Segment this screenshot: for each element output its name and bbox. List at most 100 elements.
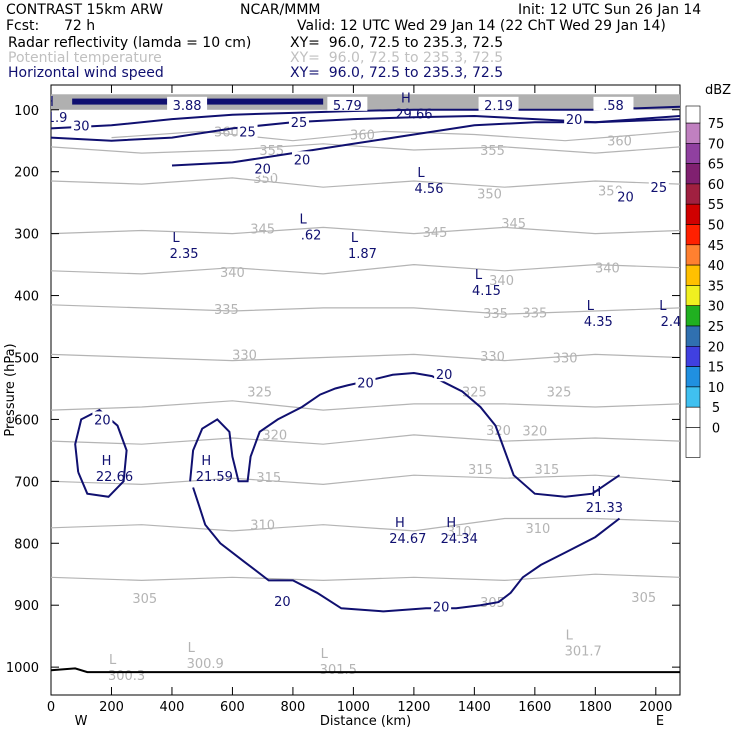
wind-label-bg [288,114,309,130]
model-title: CONTRAST 15km ARW [6,2,164,18]
wind-label-bg [237,123,258,139]
theta-contour-label: 320 [262,428,287,443]
wind-label-bg [615,188,636,204]
colorbar-swatch [685,325,701,347]
high-low-value: 29.66 [395,108,432,123]
theta-contour-label: 305 [631,591,656,606]
west-label: W [75,714,88,729]
colorbar-label: 50 [708,219,725,234]
colorbar-bottom-cap [685,427,701,458]
colorbar-swatch [685,345,701,367]
high-low-letter: H [44,95,54,110]
fcst-label: Fcst: [6,18,40,34]
theta-contour-label: 345 [250,223,275,238]
high-low-letter: H [592,485,602,500]
y-tick-label: 300 [14,228,39,243]
high-low-letter: H [446,516,456,531]
high-low-value: .62 [301,228,322,243]
theta-contour-label: 315 [535,463,560,478]
wind-label-bg [564,111,585,127]
theta-contour-line [51,177,680,188]
theta-low-letter: L [109,653,117,668]
colorbar-label: 55 [708,198,725,213]
y-tick-label: 200 [14,166,39,181]
wind-label-bg [252,160,273,176]
theta-contour-line [51,143,680,154]
colorbar-label: 0 [712,422,720,437]
high-low-letter: L [659,299,667,314]
top-wind-label: .58 [603,99,624,114]
high-low-value: 21.59 [196,470,233,485]
high-low-value: 4.56 [415,182,444,197]
wind-contour-line [51,105,680,130]
theta-low-value: 301.7 [565,644,602,659]
theta-contour-label: 310 [250,519,275,534]
theta-contour-label: 360 [350,129,375,144]
high-low-letter: H [401,92,411,107]
theta-contour-label: 335 [483,307,508,322]
colorbar-label: 70 [708,137,725,152]
high-low-value: 1.9 [47,111,68,126]
colorbar-swatch [685,264,701,286]
theta-low-value: 301.5 [320,663,357,678]
high-low-letter: L [172,231,180,246]
wind-contour-label: 20 [94,413,111,428]
colorbar-swatch [685,224,701,246]
theta-contour-line [111,130,680,142]
theta-contour-label: 325 [462,386,487,401]
wind-label-bg [648,179,669,195]
x-tick-label: 200 [99,700,124,715]
wind-contour-label: 20 [254,163,271,178]
wind-contour-line [74,408,128,498]
theta-contour-line [51,353,680,362]
high-low-letter: H [102,454,112,469]
field-theta-xy: XY= 96.0, 72.5 to 235.3, 72.5 [290,50,504,66]
high-low-value: 2.4 [661,315,682,330]
colorbar-swatch [685,285,701,306]
wind-contour-label: 25 [239,125,256,140]
top-wind-label-bg [167,96,208,111]
top-wind-label-bg [478,96,519,111]
high-low-value: 1.87 [348,247,377,262]
colorbar-swatch [685,163,701,185]
theta-low-letter: L [566,628,574,643]
colorbar-label: 35 [708,279,725,294]
wind-label-bg [355,374,376,390]
colorbar-label: 30 [708,300,725,315]
theta-contour-label: 310 [447,525,472,540]
wind-label-bg [71,117,92,133]
colorbar-swatch [685,406,701,428]
high-low-letter: H [201,454,211,469]
valid-time: Valid: 12 UTC Wed 29 Jan 14 (22 ChT Wed … [297,18,666,34]
wind-contour-label: 20 [357,376,374,391]
colorbar-label: 20 [708,340,725,355]
theta-contour-label: 355 [480,144,505,159]
y-tick-label: 400 [14,290,39,305]
high-low-value: 24.67 [389,532,426,547]
field-reflectivity-xy: XY= 96.0, 72.5 to 235.3, 72.5 [290,35,504,51]
theta-contour-line [51,434,680,445]
colorbar-label: 75 [708,117,725,132]
field-wind-xy: XY= 96.0, 72.5 to 235.3, 72.5 [290,65,504,81]
theta-low-letter: L [321,647,329,662]
high-low-value: 4.35 [584,315,613,330]
theta-contour-label: 330 [480,350,505,365]
wind-contour-label: 25 [291,116,308,131]
wind-contour-label: 25 [651,181,668,196]
colorbar-swatch [685,386,701,408]
init-time: Init: 12 UTC Sun 26 Jan 14 [518,2,702,18]
theta-contour-line [51,400,680,411]
theta-contour-line [51,573,680,582]
theta-contour-line [51,304,680,315]
theta-low-letter: L [188,641,196,656]
high-low-value: 21.33 [586,501,623,516]
plot-frame [50,84,681,696]
wind-contour-label: 20 [433,600,450,615]
theta-contour-line [51,474,680,486]
wind-contour-label: 20 [617,190,634,205]
colorbar-swatch [685,244,701,266]
colorbar-swatch [685,203,701,225]
high-low-letter: L [299,212,307,227]
